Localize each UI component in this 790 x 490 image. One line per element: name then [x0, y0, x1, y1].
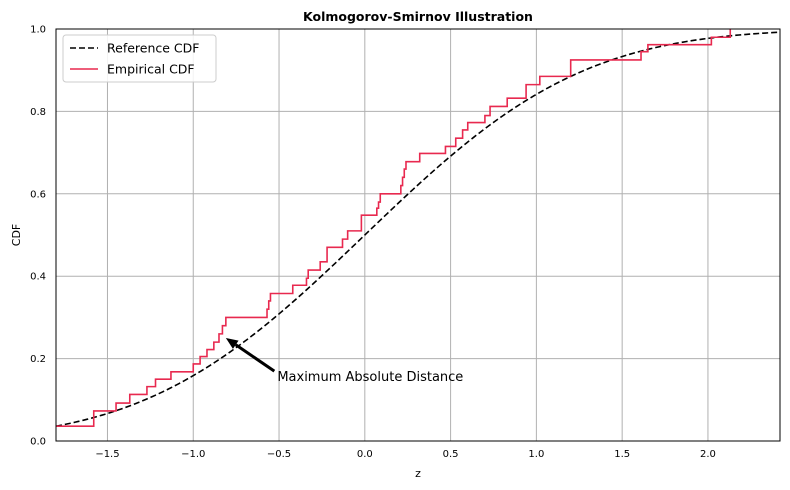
ticks: −1.5 −1.0 −0.5 0.0 0.5 1.0 1.5 2.0 0.0 0.2 0.4 0.6 0…	[30, 25, 716, 461]
x-tick-label: −0.5	[267, 449, 291, 460]
y-tick-label: 0.8	[30, 107, 46, 118]
y-tick-label: 1.0	[30, 25, 46, 36]
y-tick-label: 0.6	[30, 189, 46, 200]
x-tick-label: 0.5	[443, 449, 459, 460]
legend-box	[62, 34, 217, 83]
y-tick-label: 0.4	[30, 272, 46, 283]
empirical-cdf-line	[56, 29, 732, 427]
annotation: Maximum Absolute Distance	[225, 338, 463, 385]
y-tick-label: 0.0	[30, 437, 46, 448]
annotation-arrow-shaft	[234, 343, 276, 373]
x-tick-label: 0.0	[357, 449, 373, 460]
legend: Reference CDF Empirical CDF	[62, 34, 217, 83]
chart-title: Kolmogorov-Smirnov Illustration	[303, 9, 533, 24]
grid	[56, 29, 780, 441]
x-tick-label: −1.5	[95, 449, 119, 460]
legend-label: Reference CDF	[107, 41, 199, 56]
x-tick-label: 1.0	[528, 449, 544, 460]
y-axis-label: CDF	[10, 224, 23, 246]
series-layer	[55, 29, 781, 427]
x-axis-label: z	[415, 467, 421, 480]
y-tick-label: 0.2	[30, 354, 46, 365]
x-tick-label: 2.0	[700, 449, 716, 460]
legend-label: Empirical CDF	[107, 62, 195, 77]
x-tick-label: 1.5	[614, 449, 630, 460]
reference-cdf-line	[55, 31, 781, 427]
x-tick-label: −1.0	[181, 449, 205, 460]
annotation-arrow-head	[225, 338, 239, 349]
plot-frame	[55, 28, 781, 442]
annotation-text: Maximum Absolute Distance	[277, 370, 463, 385]
